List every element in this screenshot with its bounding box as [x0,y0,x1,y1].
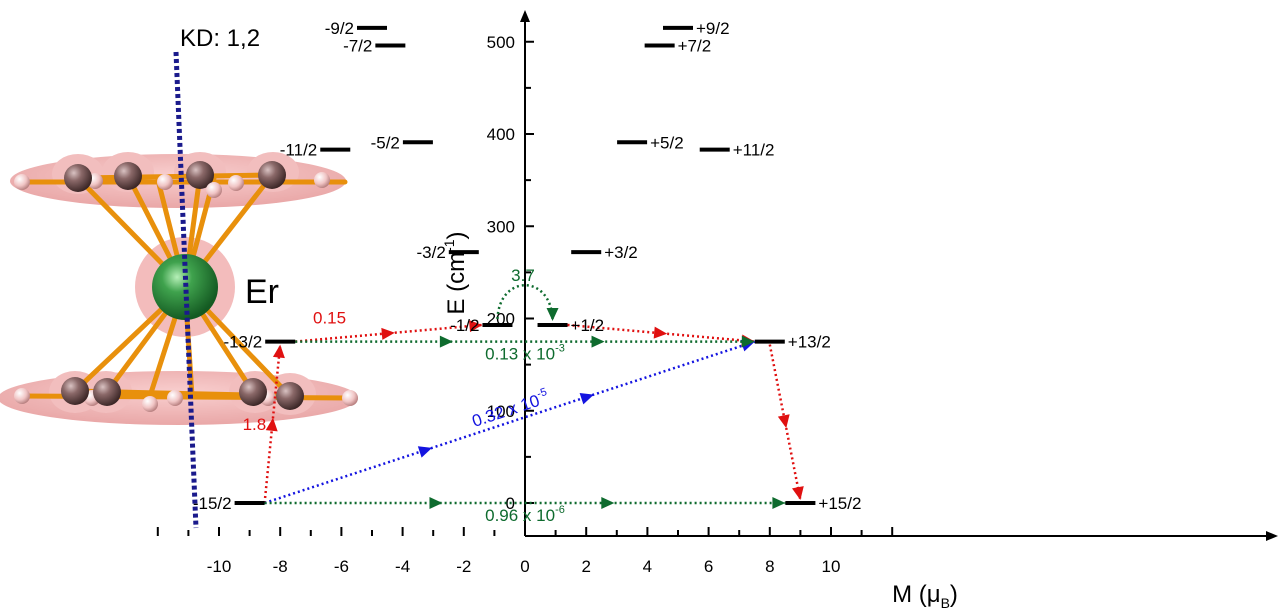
x-tick-label: -4 [395,557,410,576]
transition-arrowhead [741,335,755,348]
transition-arrowhead [381,327,395,340]
transition-label: 0.32 x 10-5 [469,386,551,431]
transition-path [295,323,483,343]
upper-ring-atoms [14,161,330,198]
level-label: +11/2 [733,141,775,160]
level-label: +1/2 [571,316,605,335]
x-axis-arrow [1266,531,1278,541]
y-tick-label: 300 [487,217,515,236]
x-tick-label: 6 [704,557,713,576]
level-label: -13/2 [223,333,262,352]
transition-path [263,344,282,504]
x-axis-title-main: M (μ [892,581,940,608]
transition-arrowhead [777,414,790,429]
x-tick-label: 10 [822,557,841,576]
y-tick-label: 100 [487,402,515,421]
transition-arrowhead [429,497,443,509]
y-axis-title-close: ) [443,231,470,239]
transition-path [264,340,756,505]
transitions [263,283,804,509]
transition-label: 3.7 [511,266,535,285]
level-label: -1/2 [450,316,479,335]
x-tick-label: -2 [456,557,471,576]
x-tick-label: -10 [207,557,232,576]
level-label: +13/2 [788,333,831,352]
transition-arrowhead [792,486,804,500]
x-axis-title: M (μB) [892,581,958,608]
y-tick-label: 500 [487,33,515,52]
x-tick-label: -8 [273,557,288,576]
transition-arrowhead [653,326,668,339]
level-label: -5/2 [371,133,400,152]
x-axis-title-sub: B [941,595,950,608]
transition-arrowhead [265,417,278,432]
level-label: +9/2 [696,19,730,38]
y-axis-title: E (cm-1) [441,231,470,314]
level-label: +5/2 [650,133,684,152]
transition-arrowhead [546,307,559,321]
y-axis-title-main: E (cm [443,252,470,315]
x-tick-label: 0 [520,557,529,576]
transition-arrowhead [601,497,615,509]
level-label: +3/2 [604,243,638,262]
level-label: -3/2 [417,243,446,262]
transition-label: 0.96 x 10-6 [485,504,565,525]
x-axis-title-close: ) [950,581,958,608]
x-tick-label: 2 [581,557,590,576]
y-axis-arrow [520,10,530,22]
transition-arrowhead [417,446,433,458]
level-label: -9/2 [325,19,354,38]
transition-arrowhead [468,320,483,333]
transition-label: 0.13 x 10-3 [485,343,565,364]
x-tick-label: 8 [765,557,774,576]
x-tick-label: -6 [334,557,349,576]
level-label: +15/2 [818,494,861,513]
level-label: -15/2 [193,494,232,513]
erbium-atom [152,254,218,320]
transition-path [768,344,802,501]
y-tick-label: 400 [487,125,515,144]
molecule-structure: KD: 1,2 Er [0,25,358,529]
transition-arrowhead [591,335,605,348]
transition-arrowhead [272,344,285,359]
level-label: -11/2 [280,141,318,160]
transition-label: 1.8 [243,415,267,434]
level-label: -7/2 [343,36,372,55]
kd-axis-label: KD: 1,2 [180,25,260,52]
lower-ring-atoms [14,377,358,412]
y-axis-title-sup: -1 [441,239,457,252]
transition-arrowhead [439,335,453,348]
transition-path [567,323,755,343]
level-label: +7/2 [678,36,712,55]
transition-label: 0.15 [313,308,346,327]
kd-axis-line [173,51,199,529]
energy-levels: -15/2 +15/2 -13/2 +13/2 -1/2 +1/2 -3/2 +3/2 -11/… [193,19,862,513]
x-tick-label: 4 [643,557,652,576]
erbium-label: Er [245,273,279,311]
transition-arrowhead [579,392,594,405]
transition-arrowhead [772,497,786,509]
